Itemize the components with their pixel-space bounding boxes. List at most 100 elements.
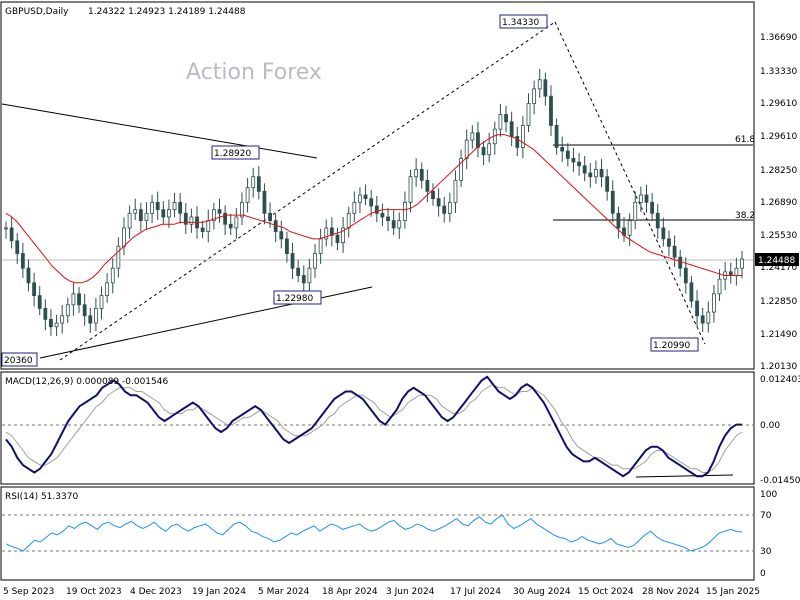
price-bar [470,125,475,149]
price-bar-body [99,295,104,309]
price-bar-body [442,205,447,214]
price-bar [251,167,256,198]
price-bar-body [571,158,576,163]
price-bar-body [110,267,115,284]
price-bar-body [509,121,514,137]
price-bar [397,212,402,239]
price-bar [571,147,576,173]
price-bar-body [200,227,205,232]
price-bar [116,237,121,278]
price-bar-body [481,147,486,156]
price-bar-body [689,282,694,302]
macd-panel-frame [0,371,755,485]
price-bar [15,233,20,264]
price-bar-body [425,179,430,192]
price-bar-body [127,212,132,229]
price-bar-body [167,209,171,218]
price-bar-body [363,194,368,200]
price-tick: 1.20130 [760,362,797,372]
price-bar-body [245,187,250,203]
price-bar-body [706,311,711,324]
price-bar [335,227,340,251]
price-bar [577,153,581,176]
price-bar [706,301,711,333]
price-bar [380,203,385,227]
price-bar-body [313,253,317,269]
price-bar [256,166,261,200]
macd-panel: MACD(12,26,9) 0.000089 -0.001546 0.01240… [0,371,800,486]
price-bar-body [206,220,211,232]
macd-tick-zero: 0.00 [760,421,780,431]
price-bar-body [650,201,655,214]
price-bar [414,158,419,187]
price-bar-body [515,136,520,148]
price-bar-body [4,227,8,230]
price-bar [217,198,222,223]
price-bar-body [487,143,492,156]
price-bar-body [470,132,475,141]
price-bar [582,155,587,182]
price-bar [178,192,183,224]
price-bar [9,216,14,249]
price-panel-frame [0,1,755,370]
annotation-text: 1.34330 [502,18,539,28]
price-bar [161,201,166,225]
price-bar-body [307,267,312,284]
price-bar [88,307,93,334]
price-bar [650,192,655,221]
price-bar [655,203,660,239]
price-bar-body [414,168,419,178]
price-bar [549,85,553,137]
price-bar [532,80,537,115]
price-bar-body [133,209,138,214]
price-bar [318,228,323,264]
price-tick: 1.24170 [760,263,797,273]
annotation-box [499,14,548,29]
price-bar [425,169,430,203]
price-bar [155,191,160,220]
price-bar [296,259,301,283]
decline-dashed-line [554,21,706,345]
price-bar [189,208,194,233]
price-bar [172,192,177,218]
price-panel: Action Forex GBPUSD,Daily 1.24322 1.2492… [0,1,799,372]
price-bar [565,143,570,167]
price-bar [599,158,604,188]
price-bar-body [408,176,413,203]
date-tick: 4 Dec 2023 [130,587,182,597]
price-tick: 1.36690 [760,33,797,43]
price-bar-body [700,315,705,324]
price-bar-body [138,209,143,222]
price-bar [93,298,98,332]
price-bar-body [717,278,722,295]
price-bar-body [228,223,233,229]
price-bar-body [65,304,70,317]
price-bar-body [560,147,565,152]
price-bar [183,203,188,234]
price-bar [717,269,722,301]
symbol-label: GBPUSD,Daily [5,7,69,17]
price-bar [408,169,413,213]
price-bar-body [150,201,154,214]
price-bar-body [459,158,463,181]
price-bar [695,290,699,327]
price-bar [324,219,329,247]
price-bar [313,244,317,278]
annotation-start: 20360 [1,352,38,367]
price-bar-body [616,212,621,229]
price-bar-body [610,190,615,214]
price-bar-body [403,201,407,222]
price-bar [43,299,48,331]
annotation-peak: 1.34330 [499,14,548,29]
price-bar [262,183,267,225]
price-bar-body [341,227,345,243]
price-bar [667,230,671,257]
price-bar [32,272,36,307]
price-bar-body [644,194,649,203]
price-bar-body [655,212,660,229]
price-bar [644,184,649,213]
price-bar [144,202,149,230]
date-tick: 5 Mar 2024 [258,587,310,597]
price-bar [341,216,345,253]
last-price-box [755,253,799,266]
